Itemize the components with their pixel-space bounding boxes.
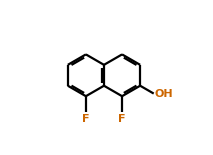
Text: OH: OH <box>155 89 174 99</box>
Text: F: F <box>118 114 126 124</box>
Text: F: F <box>82 114 90 124</box>
